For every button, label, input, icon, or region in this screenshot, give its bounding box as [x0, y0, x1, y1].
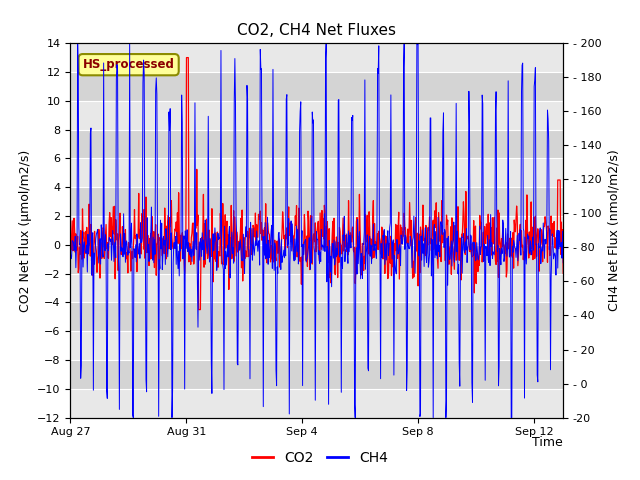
- Bar: [70, 72, 563, 101]
- Bar: [70, 245, 563, 274]
- Legend: CO2, CH4: CO2, CH4: [246, 445, 394, 471]
- Bar: [70, 130, 563, 158]
- Text: HS_processed: HS_processed: [83, 58, 175, 71]
- Bar: [70, 274, 563, 302]
- Title: CO2, CH4 Net Fluxes: CO2, CH4 Net Fluxes: [237, 23, 396, 38]
- Bar: [70, 389, 563, 418]
- Bar: [70, 43, 563, 72]
- Bar: [70, 101, 563, 130]
- Bar: [70, 360, 563, 389]
- Text: Time: Time: [532, 436, 563, 449]
- Y-axis label: CO2 Net Flux (μmol/m2/s): CO2 Net Flux (μmol/m2/s): [19, 149, 31, 312]
- Bar: [70, 158, 563, 187]
- Bar: [70, 331, 563, 360]
- Bar: [70, 302, 563, 331]
- Bar: [70, 187, 563, 216]
- Bar: [70, 216, 563, 245]
- Y-axis label: CH4 Net Flux (nmol/m2/s): CH4 Net Flux (nmol/m2/s): [607, 150, 620, 311]
